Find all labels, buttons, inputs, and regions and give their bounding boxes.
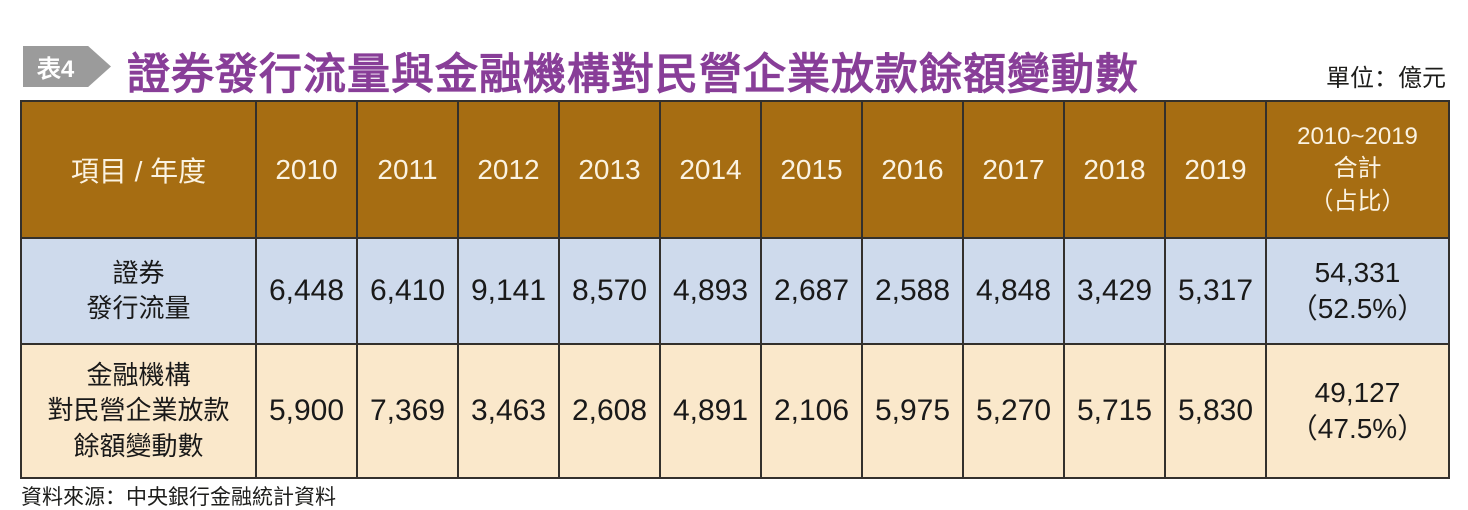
year-header-2015: 2015	[760, 100, 863, 239]
value-cell: 2,687	[760, 237, 863, 345]
total-cell-securities: 54,331 （52.5%）	[1265, 237, 1450, 345]
table-row-securities-issuance: 證券 發行流量 6,448 6,410 9,141 8,570 4,893 2,…	[20, 237, 1450, 345]
value-cell: 6,448	[255, 237, 358, 345]
value-cell: 2,106	[760, 343, 863, 479]
total-value-line: 54,331	[1314, 256, 1401, 288]
row-label-line: 金融機構	[86, 360, 191, 391]
value-cell: 3,429	[1063, 237, 1166, 345]
total-percent-line: （47.5%）	[1289, 413, 1426, 444]
value-cell: 5,317	[1164, 237, 1267, 345]
row-label-securities-issuance: 證券 發行流量	[20, 237, 257, 345]
value-cell: 5,975	[861, 343, 964, 479]
value-cell: 5,900	[255, 343, 358, 479]
value-cell: 5,830	[1164, 343, 1267, 479]
value-cell: 7,369	[356, 343, 459, 479]
value-cell: 3,463	[457, 343, 560, 479]
header-band: 表4 證券發行流量與金融機構對民營企業放款餘額變動數 單位：億元	[0, 0, 1468, 100]
value-cell: 6,410	[356, 237, 459, 345]
value-cell: 5,270	[962, 343, 1065, 479]
year-header-2019: 2019	[1164, 100, 1267, 239]
value-cell: 4,848	[962, 237, 1065, 345]
year-header-2017: 2017	[962, 100, 1065, 239]
corner-header-cell: 項目 / 年度	[20, 100, 257, 239]
value-cell: 8,570	[558, 237, 661, 345]
value-cell: 5,715	[1063, 343, 1166, 479]
value-cell: 9,141	[457, 237, 560, 345]
total-header-line: 合計	[1333, 155, 1382, 183]
page-title: 證券發行流量與金融機構對民營企業放款餘額變動數	[127, 52, 1139, 99]
unit-label: 單位：億元	[1326, 65, 1446, 92]
row-label-line: 證券	[112, 257, 165, 288]
row-label-loan-balance-change: 金融機構 對民營企業放款 餘額變動數	[20, 343, 257, 479]
year-header-2010: 2010	[255, 100, 358, 239]
total-header-line: 2010~2019	[1297, 122, 1418, 150]
value-cell: 2,588	[861, 237, 964, 345]
total-value-line: 49,127	[1314, 376, 1401, 408]
total-percent-line: （52.5%）	[1289, 293, 1426, 324]
year-header-2013: 2013	[558, 100, 661, 239]
year-header-2018: 2018	[1063, 100, 1166, 239]
year-header-2012: 2012	[457, 100, 560, 239]
table-row-loan-balance-change: 金融機構 對民營企業放款 餘額變動數 5,900 7,369 3,463 2,6…	[20, 343, 1450, 479]
source-note: 資料來源：中央銀行金融統計資料	[21, 486, 336, 509]
year-header-2016: 2016	[861, 100, 964, 239]
row-label-line: 餘額變動數	[73, 430, 204, 461]
row-label-line: 對民營企業放款	[47, 395, 230, 426]
value-cell: 4,891	[659, 343, 762, 479]
table-number-badge: 表4	[23, 46, 111, 87]
total-header-cell: 2010~2019 合計 （占比）	[1265, 100, 1450, 239]
table-header-row: 項目 / 年度 2010 2011 2012 2013 2014 2015 20…	[20, 100, 1450, 239]
row-label-line: 發行流量	[86, 293, 191, 323]
value-cell: 4,893	[659, 237, 762, 345]
year-header-2014: 2014	[659, 100, 762, 239]
value-cell: 2,608	[558, 343, 661, 479]
table-number-label: 表4	[36, 56, 75, 83]
total-cell-loans: 49,127 （47.5%）	[1265, 343, 1450, 479]
year-header-2011: 2011	[356, 100, 459, 239]
data-table: 項目 / 年度 2010 2011 2012 2013 2014 2015 20…	[20, 100, 1450, 479]
total-header-line: （占比）	[1309, 187, 1406, 215]
